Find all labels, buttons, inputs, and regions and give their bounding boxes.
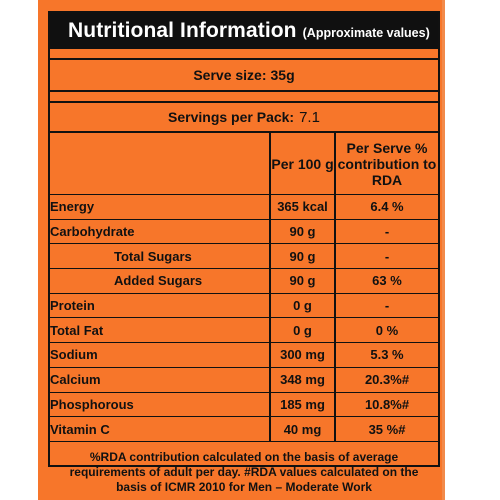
nutrient-amount: 348 mg [269,367,335,393]
nutrient-amount: 90 g [269,243,335,270]
nutrient-name: Total Fat [50,317,270,344]
label-title-note: (Approximate values) [302,26,430,40]
nutrient-name: Energy [50,194,270,220]
servings-row: Servings per Pack: 7.1 [50,103,438,133]
nutrient-rda: 20.3%# [334,367,438,393]
table-row: Phosphorous 185 mg 10.8%# [50,392,438,418]
nutrient-amount: 0 g [269,293,335,319]
nutrient-amount: 40 mg [269,416,335,442]
nutrition-label: Nutritional Information (Approximate val… [48,11,440,494]
nutrient-rda: 35 %# [334,416,438,442]
nutrient-name: Total Sugars [50,243,270,270]
table-row: Protein 0 g - [50,293,438,319]
table-header-row: Per 100 g Per Serve % contribution to RD… [50,133,438,195]
per-100g-header: Per 100 g [269,133,335,195]
nutrient-rda: - [334,219,438,245]
footnote: %RDA contribution calculated on the basi… [69,449,419,494]
nutrient-amount: 185 mg [269,392,335,418]
table-row: Total Sugars 90 g - [50,243,438,270]
spacer [50,49,438,60]
nutrient-rda: 6.4 % [334,194,438,220]
serve-size-value: 35g [270,67,295,83]
per-serve-header: Per Serve % contribution to RDA [334,133,438,195]
nutrient-name: Added Sugars [50,268,270,294]
table-row: Carbohydrate 90 g - [50,219,438,245]
nutrient-rda: 63 % [334,268,438,294]
nutrient-header [50,133,270,195]
nutrient-rda: 0 % [334,317,438,344]
nutrient-rda: 5.3 % [334,342,438,368]
nutrient-rda: - [334,293,438,319]
table-row: Sodium 300 mg 5.3 % [50,342,438,368]
servings-value: 7.1 [299,108,320,126]
title-bar: Nutritional Information (Approximate val… [50,13,438,49]
package-edge [442,0,445,500]
table-row: Total Fat 0 g 0 % [50,317,438,344]
nutrient-amount: 0 g [269,317,335,344]
serve-size-row: Serve size: 35g [50,60,438,92]
table-row: Calcium 348 mg 20.3%# [50,367,438,393]
label-title: Nutritional Information [68,19,297,42]
servings-label: Servings per Pack: [168,109,295,125]
table-row: Vitamin C 40 mg 35 %# [50,416,438,442]
nutrient-name: Vitamin C [50,416,270,442]
nutrition-table: Per 100 g Per Serve % contribution to RD… [50,133,438,442]
nutrient-name: Carbohydrate [50,219,270,245]
nutrient-amount: 300 mg [269,342,335,368]
nutrient-amount: 365 kcal [269,194,335,220]
nutrient-name: Calcium [50,367,270,393]
spacer [50,92,438,103]
table-row: Added Sugars 90 g 63 % [50,268,438,294]
nutrient-name: Sodium [50,342,270,368]
nutrient-name: Protein [50,293,270,319]
nutrient-amount: 90 g [269,268,335,294]
serve-size-label: Serve size: [193,67,267,83]
nutrient-rda: - [334,243,438,270]
nutrient-name: Phosphorous [50,392,270,418]
nutrient-amount: 90 g [269,219,335,245]
table-row: Energy 365 kcal 6.4 % [50,194,438,220]
nutrient-rda: 10.8%# [334,392,438,418]
